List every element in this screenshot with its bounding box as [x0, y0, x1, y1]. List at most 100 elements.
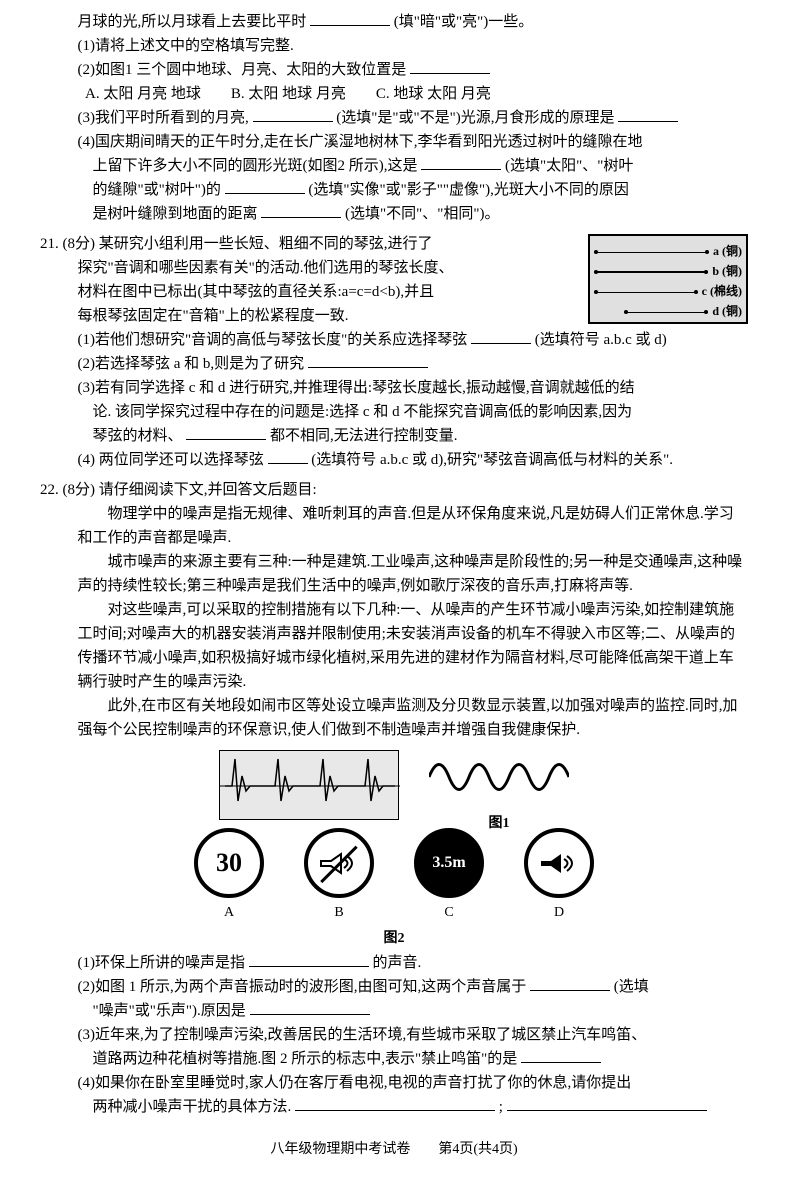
text: "噪声"或"乐声").原因是 [93, 1003, 246, 1019]
q21-sub3b: 论. 该同学探究过程中存在的问题是:选择 c 和 d 不能探究音调高低的影响因素… [40, 400, 748, 424]
text: (选填符号 a.b.c 或 d),研究"琴弦音调高低与材料的关系". [311, 452, 673, 468]
text: (2)如图 1 所示,为两个声音振动时的波形图,由图可知,这两个声音属于 [78, 979, 527, 995]
text: 月球的光,所以月球看上去要比平时 [78, 14, 307, 30]
q21-sub1: (1)若他们想研究"音调的高低与琴弦长度"的关系应选择琴弦 (选填符号 a.b.… [40, 328, 748, 352]
noise-waveform [219, 750, 399, 820]
sign-30-icon: 30 [194, 828, 264, 898]
text: (2)如图1 三个圆中地球、月亮、太阳的大致位置是 [78, 62, 407, 78]
string-a-label: a (铜) [713, 242, 742, 261]
blank [249, 952, 369, 967]
sign-text: 30 [216, 842, 242, 884]
intro-sub3: (3)我们平时所看到的月亮, (选填"是"或"不是")光源,月食形成的原理是 [40, 106, 748, 130]
text: (选填符号 a.b.c 或 d) [535, 332, 667, 348]
string-b-row: b (铜) [594, 262, 742, 282]
waveform-row: 图1 [40, 750, 748, 820]
page-footer: 八年级物理期中考试卷 第4页(共4页) [40, 1139, 748, 1161]
string-a-row: a (铜) [594, 242, 742, 262]
sign-35m-icon: 3.5m [414, 828, 484, 898]
intro-line1: 月球的光,所以月球看上去要比平时 (填"暗"或"亮")一些。 [40, 10, 748, 34]
sign-d: D [524, 828, 594, 924]
q22-sub3b: 道路两边种花植树等措施.图 2 所示的标志中,表示"禁止鸣笛"的是 [40, 1047, 748, 1071]
string-b-label: b (铜) [712, 262, 742, 281]
intro-sub4b: 上留下许多大小不同的圆形光斑(如图2 所示),这是 (选填"太阳"、"树叶 [40, 154, 748, 178]
string-line [594, 271, 708, 273]
no-horn-icon [304, 828, 374, 898]
sign-b: B [304, 828, 374, 924]
intro-sub4d: 是树叶缝隙到地面的距离 (选填"不同"、"相同")。 [40, 202, 748, 226]
sign-a-label: A [194, 902, 264, 924]
horn-svg [319, 851, 359, 876]
text: (选填"实像"或"影子""虚像"),光斑大小不同的原因 [308, 182, 628, 198]
string-d-row: d (铜) [594, 302, 742, 322]
text: 上留下许多大小不同的圆形光斑(如图2 所示),这是 [93, 158, 418, 174]
sign-d-label: D [524, 902, 594, 924]
q22-sub2b: "噪声"或"乐声").原因是 [40, 999, 748, 1023]
horn-allowed-icon [524, 828, 594, 898]
sign-a: 30 A [194, 828, 264, 924]
sign-row: 30 A B 3.5m C D [40, 828, 748, 924]
q21-sub3a: (3)若有同学选择 c 和 d 进行研究,并推理得出:琴弦长度越长,振动越慢,音… [40, 376, 748, 400]
string-c-label: c (棉线) [702, 282, 742, 301]
text: 道路两边种花植树等措施.图 2 所示的标志中,表示"禁止鸣笛"的是 [93, 1051, 518, 1067]
blank [225, 179, 305, 194]
text: (填"暗"或"亮")一些。 [394, 14, 533, 30]
sine-waveform: 图1 [429, 750, 569, 820]
q22-p4: 此外,在市区有关地段如闹市区等处设立噪声监测及分贝数显示装置,以加强对噪声的监控… [40, 694, 748, 742]
blank [471, 329, 531, 344]
blank [308, 353, 428, 368]
blank [521, 1048, 601, 1063]
q22-p3: 对这些噪声,可以采取的控制措施有以下几种:一、从噪声的产生环节减小噪声污染,如控… [40, 598, 748, 694]
text: (3)我们平时所看到的月亮, [78, 110, 249, 126]
q22-p1: 物理学中的噪声是指无规律、难听刺耳的声音.但是从环保角度来说,凡是妨碍人们正常休… [40, 502, 748, 550]
q-num: 21. [40, 236, 59, 252]
text: ; [499, 1099, 503, 1115]
text: 是树叶缝隙到地面的距离 [93, 206, 258, 222]
blank [421, 155, 501, 170]
question-21: a (铜) b (铜) c (棉线) d (铜) 21. (8分) 某研究小组利… [40, 232, 748, 472]
blank [186, 425, 266, 440]
q22-sub2a: (2)如图 1 所示,为两个声音振动时的波形图,由图可知,这两个声音属于 (选填 [40, 975, 748, 999]
string-c-row: c (棉线) [594, 282, 742, 302]
string-line [624, 312, 708, 313]
text: 琴弦的材料、 [93, 428, 183, 444]
horn-svg [539, 851, 579, 876]
text: 某研究小组利用一些长短、粗细不同的琴弦,进行了 [99, 236, 433, 252]
q21-sub3c: 琴弦的材料、 都不相同,无法进行控制变量. [40, 424, 748, 448]
blank [310, 11, 390, 26]
intro-sub4c: 的缝隙"或"树叶")的 (选填"实像"或"影子""虚像"),光斑大小不同的原因 [40, 178, 748, 202]
text: (选填 [614, 979, 649, 995]
sign-c-label: C [414, 902, 484, 924]
text: 的缝隙"或"树叶")的 [93, 182, 221, 198]
blank [295, 1096, 495, 1111]
q22-p2: 城市噪声的来源主要有三种:一种是建筑.工业噪声,这种噪声是阶段性的;另一种是交通… [40, 550, 748, 598]
text: (1)环保上所讲的噪声是指 [78, 955, 246, 971]
q22-sub4b: 两种减小噪声干扰的具体方法. ; [40, 1095, 748, 1119]
sign-text: 3.5m [432, 850, 465, 876]
option-a: A. 太阳 月亮 地球 [85, 86, 201, 102]
blank [618, 107, 678, 122]
blank [530, 976, 610, 991]
text: (选填"不同"、"相同")。 [345, 206, 499, 222]
sine-wave-svg [429, 750, 569, 805]
string-line [594, 292, 698, 293]
option-c: C. 地球 太阳 月亮 [376, 86, 491, 102]
option-b: B. 太阳 地球 月亮 [231, 86, 346, 102]
question-22: 22. (8分) 请仔细阅读下文,并回答文后题目: 物理学中的噪声是指无规律、难… [40, 478, 748, 1119]
text: (选填"是"或"不是")光源,月食形成的原理是 [336, 110, 614, 126]
text: 两种减小噪声干扰的具体方法. [93, 1099, 292, 1115]
q22-sub4a: (4)如果你在卧室里睡觉时,家人仍在客厅看电视,电视的声音打扰了你的休息,请你提… [40, 1071, 748, 1095]
blank [261, 203, 341, 218]
blank [507, 1096, 707, 1111]
intro-sub1: (1)请将上述文中的空格填写完整. [40, 34, 748, 58]
q22-sub1: (1)环保上所讲的噪声是指 的声音. [40, 951, 748, 975]
blank [410, 59, 490, 74]
q22-header: 22. (8分) 请仔细阅读下文,并回答文后题目: [40, 478, 748, 502]
intro-sub4a: (4)国庆期间晴天的正午时分,走在长广溪湿地树林下,李华看到阳光透过树叶的缝隙在… [40, 130, 748, 154]
blank [253, 107, 333, 122]
string-diagram: a (铜) b (铜) c (棉线) d (铜) [588, 234, 748, 324]
intro-sub2: (2)如图1 三个圆中地球、月亮、太阳的大致位置是 [40, 58, 748, 82]
intro-options: A. 太阳 月亮 地球 B. 太阳 地球 月亮 C. 地球 太阳 月亮 [40, 82, 748, 106]
sign-c: 3.5m C [414, 828, 484, 924]
q-pts: (8分) [63, 236, 96, 252]
fig2-label: 图2 [40, 928, 748, 950]
